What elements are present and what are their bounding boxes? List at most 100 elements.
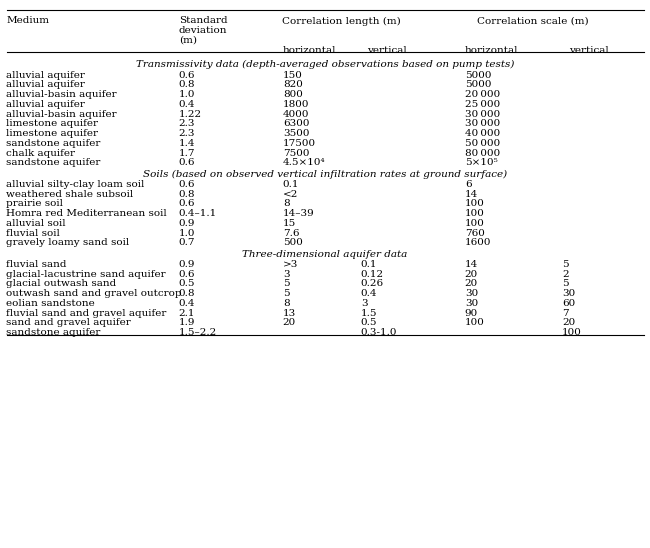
Text: 1.0: 1.0 bbox=[179, 90, 195, 99]
Text: 30: 30 bbox=[562, 289, 575, 298]
Text: >3: >3 bbox=[283, 260, 298, 269]
Text: 20: 20 bbox=[562, 318, 575, 327]
Text: 2.3: 2.3 bbox=[179, 129, 195, 138]
Text: 5: 5 bbox=[283, 279, 289, 288]
Text: 20 000: 20 000 bbox=[465, 90, 500, 99]
Text: 17500: 17500 bbox=[283, 139, 316, 148]
Text: eolian sandstone: eolian sandstone bbox=[6, 299, 96, 308]
Text: 100: 100 bbox=[465, 199, 485, 208]
Text: alluvial-basin aquifer: alluvial-basin aquifer bbox=[6, 90, 117, 99]
Text: <2: <2 bbox=[283, 190, 298, 198]
Text: 6300: 6300 bbox=[283, 119, 309, 128]
Text: prairie soil: prairie soil bbox=[6, 199, 64, 208]
Text: 60: 60 bbox=[562, 299, 575, 308]
Text: sand and gravel aquifer: sand and gravel aquifer bbox=[6, 318, 131, 327]
Text: 100: 100 bbox=[465, 219, 485, 228]
Text: alluvial aquifer: alluvial aquifer bbox=[6, 81, 85, 89]
Text: 25 000: 25 000 bbox=[465, 100, 500, 109]
Text: 2.3: 2.3 bbox=[179, 119, 195, 128]
Text: weathered shale subsoil: weathered shale subsoil bbox=[6, 190, 134, 198]
Text: 1.5–2.2: 1.5–2.2 bbox=[179, 328, 217, 337]
Text: 800: 800 bbox=[283, 90, 303, 99]
Text: 0.8: 0.8 bbox=[179, 81, 195, 89]
Text: 5000: 5000 bbox=[465, 81, 491, 89]
Text: Three-dimensional aquifer data: Three-dimensional aquifer data bbox=[242, 249, 408, 259]
Text: 760: 760 bbox=[465, 229, 485, 238]
Text: 50 000: 50 000 bbox=[465, 139, 500, 148]
Text: 5000: 5000 bbox=[465, 71, 491, 79]
Text: alluvial silty-clay loam soil: alluvial silty-clay loam soil bbox=[6, 180, 145, 189]
Text: 1.4: 1.4 bbox=[179, 139, 195, 148]
Text: fluvial sand: fluvial sand bbox=[6, 260, 67, 269]
Text: 0.5: 0.5 bbox=[179, 279, 195, 288]
Text: 1.7: 1.7 bbox=[179, 149, 195, 158]
Text: 150: 150 bbox=[283, 71, 303, 79]
Text: 5: 5 bbox=[283, 289, 289, 298]
Text: chalk aquifer: chalk aquifer bbox=[6, 149, 75, 158]
Text: 100: 100 bbox=[465, 209, 485, 218]
Text: 5×10⁵: 5×10⁵ bbox=[465, 158, 497, 167]
Text: 4.5×10⁴: 4.5×10⁴ bbox=[283, 158, 326, 167]
Text: 8: 8 bbox=[283, 299, 289, 308]
Text: 90: 90 bbox=[465, 309, 478, 318]
Text: 14: 14 bbox=[465, 260, 478, 269]
Text: alluvial aquifer: alluvial aquifer bbox=[6, 71, 85, 79]
Text: 0.26: 0.26 bbox=[361, 279, 384, 288]
Text: 0.7: 0.7 bbox=[179, 238, 195, 247]
Text: glacial-lacustrine sand aquifer: glacial-lacustrine sand aquifer bbox=[6, 270, 166, 278]
Text: 6: 6 bbox=[465, 180, 471, 189]
Text: glacial outwash sand: glacial outwash sand bbox=[6, 279, 117, 288]
Text: vertical: vertical bbox=[367, 45, 407, 55]
Text: 0.6: 0.6 bbox=[179, 270, 195, 278]
Text: (m): (m) bbox=[179, 36, 197, 45]
Text: 0.3-1.0: 0.3-1.0 bbox=[361, 328, 397, 337]
Text: 80 000: 80 000 bbox=[465, 149, 500, 158]
Text: 1.0: 1.0 bbox=[179, 229, 195, 238]
Text: 1800: 1800 bbox=[283, 100, 309, 109]
Text: 3500: 3500 bbox=[283, 129, 309, 138]
Text: limestone aquifer: limestone aquifer bbox=[6, 129, 99, 138]
Text: 7.6: 7.6 bbox=[283, 229, 299, 238]
Text: horizontal: horizontal bbox=[283, 45, 336, 55]
Text: Homra red Mediterranean soil: Homra red Mediterranean soil bbox=[6, 209, 167, 218]
Text: 0.1: 0.1 bbox=[283, 180, 299, 189]
Text: vertical: vertical bbox=[569, 45, 608, 55]
Text: sandstone aquifer: sandstone aquifer bbox=[6, 328, 101, 337]
Text: Medium: Medium bbox=[6, 16, 49, 25]
Text: 30: 30 bbox=[465, 289, 478, 298]
Text: alluvial soil: alluvial soil bbox=[6, 219, 66, 228]
Text: 0.5: 0.5 bbox=[361, 318, 377, 327]
Text: 820: 820 bbox=[283, 81, 303, 89]
Text: 0.6: 0.6 bbox=[179, 71, 195, 79]
Text: 4000: 4000 bbox=[283, 110, 309, 118]
Text: 0.12: 0.12 bbox=[361, 270, 384, 278]
Text: 5: 5 bbox=[562, 260, 569, 269]
Text: 30 000: 30 000 bbox=[465, 110, 500, 118]
Text: 1600: 1600 bbox=[465, 238, 491, 247]
Text: 0.6: 0.6 bbox=[179, 158, 195, 167]
Text: 30: 30 bbox=[465, 299, 478, 308]
Text: 0.4: 0.4 bbox=[179, 299, 195, 308]
Text: 0.1: 0.1 bbox=[361, 260, 377, 269]
Text: 30 000: 30 000 bbox=[465, 119, 500, 128]
Text: 100: 100 bbox=[465, 318, 485, 327]
Text: 3: 3 bbox=[361, 299, 367, 308]
Text: 20: 20 bbox=[465, 270, 478, 278]
Text: alluvial aquifer: alluvial aquifer bbox=[6, 100, 85, 109]
Text: 0.8: 0.8 bbox=[179, 190, 195, 198]
Text: fluvial sand and gravel aquifer: fluvial sand and gravel aquifer bbox=[6, 309, 167, 318]
Text: 0.9: 0.9 bbox=[179, 219, 195, 228]
Text: 500: 500 bbox=[283, 238, 303, 247]
Text: 0.4–1.1: 0.4–1.1 bbox=[179, 209, 217, 218]
Text: 40 000: 40 000 bbox=[465, 129, 500, 138]
Text: fluvial soil: fluvial soil bbox=[6, 229, 60, 238]
Text: horizontal: horizontal bbox=[465, 45, 518, 55]
Text: 1.9: 1.9 bbox=[179, 318, 195, 327]
Text: 14–39: 14–39 bbox=[283, 209, 315, 218]
Text: 20: 20 bbox=[465, 279, 478, 288]
Text: 2: 2 bbox=[562, 270, 569, 278]
Text: sandstone aquifer: sandstone aquifer bbox=[6, 158, 101, 167]
Text: limestone aquifer: limestone aquifer bbox=[6, 119, 99, 128]
Text: 100: 100 bbox=[562, 328, 582, 337]
Text: 0.4: 0.4 bbox=[179, 100, 195, 109]
